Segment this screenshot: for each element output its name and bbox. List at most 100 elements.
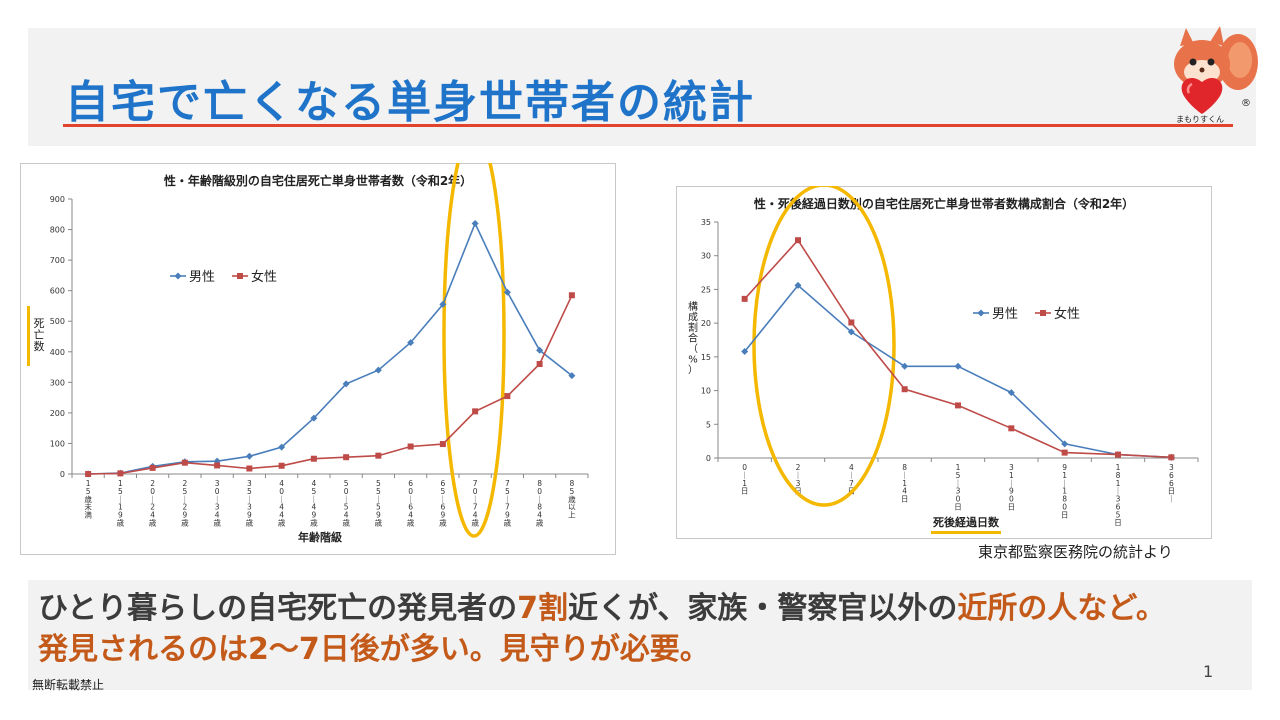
y-tick-label: 15	[701, 353, 711, 362]
y-tick-label: 400	[50, 348, 65, 357]
y-tick-label: 100	[50, 439, 65, 448]
x-tick-label: 3 5 ｜ 3 9 歳	[246, 479, 254, 527]
x-tick-label: 1 5 ｜ 1 9 歳	[117, 479, 125, 527]
data-point-male	[954, 362, 962, 370]
legend-label: 女性	[251, 269, 277, 285]
x-tick-label: 4 5 ｜ 4 9 歳	[310, 479, 318, 527]
data-point-female	[1168, 454, 1175, 461]
legend-label: 女性	[1054, 306, 1080, 322]
data-point-male	[310, 414, 318, 422]
y-axis-title: 構成割合（%）	[688, 300, 698, 376]
x-axis-title: 年齢階級	[298, 530, 342, 544]
source-note: 東京都監察医務院の統計より	[978, 543, 1173, 561]
y-tick-label: 30	[701, 252, 711, 261]
y-axis-title: 死亡数	[34, 317, 45, 353]
y-axis-title-bar	[27, 306, 30, 366]
data-point-male	[407, 339, 415, 347]
message-part-1: ひとり暮らしの自宅死亡の発見者の	[38, 591, 518, 626]
data-point-female	[439, 441, 446, 448]
data-point-male	[245, 452, 253, 460]
data-point-female	[741, 295, 748, 302]
data-point-male	[439, 300, 447, 308]
data-point-male	[471, 219, 479, 227]
days-chart: 性・死後経過日数別の自宅住居死亡単身世帯者数構成割合（令和2年） 0 5 10 15 20…	[676, 186, 1212, 539]
x-tick-label: 2 5 ｜ 2 9 歳	[181, 479, 189, 527]
chart-frame	[20, 163, 616, 555]
message-part-2: 近くが、家族・警察官以外の	[567, 591, 958, 626]
highlight-ellipse	[752, 186, 896, 507]
data-point-female	[536, 361, 543, 367]
y-tick-label: 5	[706, 420, 711, 429]
x-tick-label: 5 0 ｜ 5 4 歳	[342, 479, 350, 527]
highlight-ellipse	[442, 163, 506, 538]
x-tick-label: 2 ｜ 3 日	[794, 463, 802, 496]
data-point-female	[1008, 425, 1015, 432]
legend-marker-male	[977, 309, 985, 317]
x-tick-label: 6 5 ｜ 6 9 歳	[439, 479, 447, 527]
y-tick-label: 0	[706, 454, 711, 463]
x-tick-label: 3 6 6 日｜	[1168, 463, 1176, 504]
data-point-female	[246, 465, 253, 472]
x-tick-label: 5 5 ｜ 5 9 歳	[375, 479, 383, 527]
legend-label: 男性	[992, 307, 1018, 322]
data-point-female	[375, 452, 382, 459]
x-axis-title-underline	[931, 531, 1001, 534]
data-point-female	[149, 464, 156, 471]
y-tick-label: 700	[50, 256, 65, 265]
y-tick-label: 500	[50, 317, 65, 326]
copyright-note: 無断転載禁止	[32, 678, 105, 692]
data-point-female	[117, 470, 124, 477]
message-highlight-neighbors: 近所の人など。	[957, 591, 1166, 626]
chart-title: 性・年齢階級別の自宅住居死亡単身世帯者数（令和2年）	[163, 173, 472, 188]
data-point-male	[847, 328, 855, 336]
data-point-female	[181, 459, 188, 466]
data-point-female	[278, 462, 285, 469]
series-line-1	[88, 294, 573, 475]
data-point-male	[374, 366, 382, 374]
data-point-female	[407, 443, 414, 450]
legend-marker-female	[1040, 310, 1046, 316]
data-point-female	[568, 292, 575, 299]
data-point-female	[1115, 451, 1121, 458]
message-highlight-70pct: 7割	[517, 591, 568, 626]
x-tick-label: 3 1 ｜ 9 0 日	[1008, 463, 1016, 511]
x-tick-label: 1 5 歳未満	[84, 479, 92, 520]
data-point-male	[568, 372, 576, 380]
x-tick-label: 8 0 ｜ 8 4 歳	[536, 479, 544, 527]
data-point-female	[795, 237, 801, 244]
data-point-male	[794, 281, 802, 289]
age-chart: 性・年齢階級別の自宅住居死亡単身世帯者数（令和2年） 0 100 200 300 400 5…	[20, 163, 616, 555]
x-tick-label: 3 0 ｜ 3 4 歳	[213, 479, 221, 527]
data-point-female	[1061, 449, 1068, 456]
x-tick-label: 2 0 ｜ 2 4 歳	[149, 479, 157, 527]
x-tick-label: 8 ｜ 1 4 日	[901, 463, 909, 504]
x-tick-label: 1 5 ｜ 3 0 日	[954, 463, 962, 511]
title-underline	[63, 124, 1233, 127]
message-band	[28, 580, 1252, 690]
data-point-female	[343, 454, 350, 461]
data-point-male	[1061, 440, 1069, 448]
y-tick-label: 20	[701, 319, 711, 328]
data-point-male	[536, 346, 544, 354]
x-tick-label: 4 0 ｜ 4 4 歳	[278, 479, 286, 527]
x-tick-label: 8 5 歳以上	[568, 479, 576, 520]
chart-frame	[676, 186, 1212, 539]
series-line-0	[88, 221, 573, 475]
x-tick-label: 9 1 ｜ 1 8 0 日	[1061, 463, 1069, 519]
legend-label: 男性	[189, 270, 215, 285]
y-tick-label: 25	[701, 285, 711, 294]
x-axis-title: 死後経過日数	[933, 515, 1000, 529]
legend-marker-female	[237, 273, 243, 279]
x-tick-label: 1 8 1 ｜ 3 6 5 日	[1114, 463, 1122, 527]
data-point-female	[214, 462, 221, 469]
chart-title: 性・死後経過日数別の自宅住居死亡単身世帯者数構成割合（令和2年）	[753, 196, 1134, 211]
y-tick-label: 800	[50, 226, 65, 235]
y-tick-label: 900	[50, 195, 65, 204]
x-tick-label: 7 0 ｜ 7 4 歳	[471, 479, 479, 527]
y-tick-label: 300	[50, 378, 65, 387]
legend-marker-male	[174, 272, 182, 280]
data-point-female	[848, 319, 855, 326]
data-point-male	[503, 288, 511, 296]
y-tick-label: 600	[50, 287, 65, 296]
x-tick-label: 0 ｜ 1 日	[741, 463, 749, 496]
